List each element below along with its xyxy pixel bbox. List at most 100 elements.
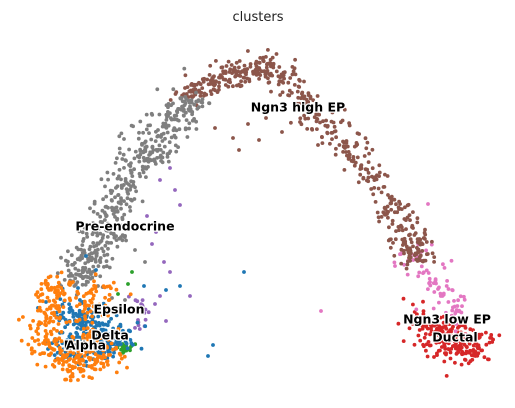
pre-endocrine-point [159, 135, 163, 139]
ngn3-low-ep-point [463, 332, 468, 337]
ngn3-high-ep-point [344, 139, 349, 143]
pre-endocrine-point [160, 124, 165, 129]
beta-point [76, 335, 80, 340]
ngn3-high-ep-point [214, 79, 218, 84]
ngn3-high-ep-point [217, 84, 221, 89]
pre-endocrine-point [194, 90, 198, 95]
ngn3-high-ep-point [301, 96, 306, 101]
pre-endocrine-point [153, 139, 158, 144]
alpha-point [35, 290, 40, 295]
pre-endocrine-point [165, 155, 170, 159]
alpha-point [62, 298, 67, 303]
ngn3-high-ep-point [407, 233, 411, 238]
ngn3-high-ep-point [239, 79, 244, 84]
epsilon-point [145, 214, 149, 218]
pre-endocrine-point [133, 149, 138, 154]
pre-endocrine-point [142, 148, 147, 153]
beta-point [143, 324, 148, 329]
pre-endocrine-point [132, 156, 137, 161]
alpha-point [51, 298, 56, 303]
pre-endocrine-point [93, 248, 98, 253]
ductal-point [425, 354, 430, 359]
alpha-point [103, 307, 108, 311]
ngn3-high-ep-point [253, 68, 258, 72]
delta-point [121, 344, 126, 349]
ductal-point [415, 312, 419, 317]
ngn3-high-ep-point [320, 135, 324, 140]
ductal-point [422, 335, 427, 340]
ngn3-high-ep-point [257, 60, 262, 65]
pre-endocrine-point [66, 268, 71, 273]
ngn3-high-ep-point [217, 75, 221, 80]
pre-endocrine-point [171, 128, 176, 133]
epsilon-point [139, 302, 144, 306]
alpha-point [46, 338, 50, 343]
ductal-point [434, 340, 439, 345]
ngn3-high-ep-point [243, 79, 248, 84]
ngn3-low-ep-point [393, 264, 397, 268]
ngn3-high-ep-point [415, 216, 420, 221]
ductal-point [463, 357, 467, 362]
ductal-point [421, 342, 425, 347]
pre-endocrine-point [95, 212, 100, 216]
epsilon-point [137, 327, 142, 331]
pre-endocrine-point [155, 156, 160, 160]
ngn3-high-ep-point [370, 174, 374, 179]
ngn3-low-ep-point [402, 262, 406, 267]
ngn3-high-ep-point [241, 75, 246, 80]
pre-endocrine-point [78, 258, 82, 262]
pre-endocrine-point [85, 235, 90, 239]
alpha-point [47, 320, 51, 325]
beta-point [75, 313, 79, 318]
ductal-point [442, 342, 447, 347]
pre-endocrine-point [80, 243, 85, 248]
alpha-point [51, 319, 56, 324]
pre-endocrine-point [137, 130, 141, 135]
ngn3-high-ep-point [276, 82, 281, 87]
ngn3-high-ep-point [202, 76, 207, 81]
alpha-point [37, 305, 42, 310]
beta-point [76, 286, 80, 290]
pre-endocrine-point [82, 225, 87, 230]
pre-endocrine-point [62, 278, 67, 282]
pre-endocrine-point [190, 110, 195, 114]
ngn3-high-ep-point [325, 130, 330, 135]
pre-endocrine-point [77, 229, 82, 234]
epsilon-point [135, 299, 140, 304]
alpha-point [85, 326, 90, 330]
beta-point [67, 306, 72, 311]
alpha-point [52, 347, 57, 352]
ngn3-high-ep-point [332, 124, 337, 129]
alpha-point [26, 342, 31, 347]
pre-endocrine-point [140, 164, 145, 169]
ngn3-high-ep-point [198, 94, 203, 98]
ngn3-low-ep-point [429, 242, 434, 247]
beta-point [79, 327, 83, 331]
ngn3-high-ep-point [233, 74, 238, 79]
ngn3-high-ep-point [386, 215, 390, 220]
pre-endocrine-point [80, 282, 85, 287]
alpha-point [69, 345, 74, 350]
ductal-point [434, 322, 438, 327]
alpha-point [62, 291, 67, 296]
ductal-point [430, 323, 435, 327]
ductal-point [453, 360, 457, 365]
ngn3-low-ep-point [399, 252, 403, 256]
pre-endocrine-point [70, 262, 74, 267]
ngn3-high-ep-point [377, 163, 382, 168]
alpha-point [92, 279, 96, 284]
ngn3-high-ep-point [383, 207, 388, 211]
ngn3-high-ep-point [364, 146, 369, 151]
alpha-point [87, 375, 92, 380]
ngn3-low-ep-point [434, 281, 438, 286]
alpha-point [67, 319, 72, 324]
pre-endocrine-point [101, 197, 105, 202]
alpha-point [82, 354, 87, 358]
ngn3-high-ep-point [416, 258, 420, 262]
alpha-point [57, 316, 62, 321]
epsilon-point [153, 302, 157, 306]
pre-endocrine-point [143, 260, 147, 264]
ductal-point [458, 343, 463, 348]
ductal-point [468, 348, 472, 353]
